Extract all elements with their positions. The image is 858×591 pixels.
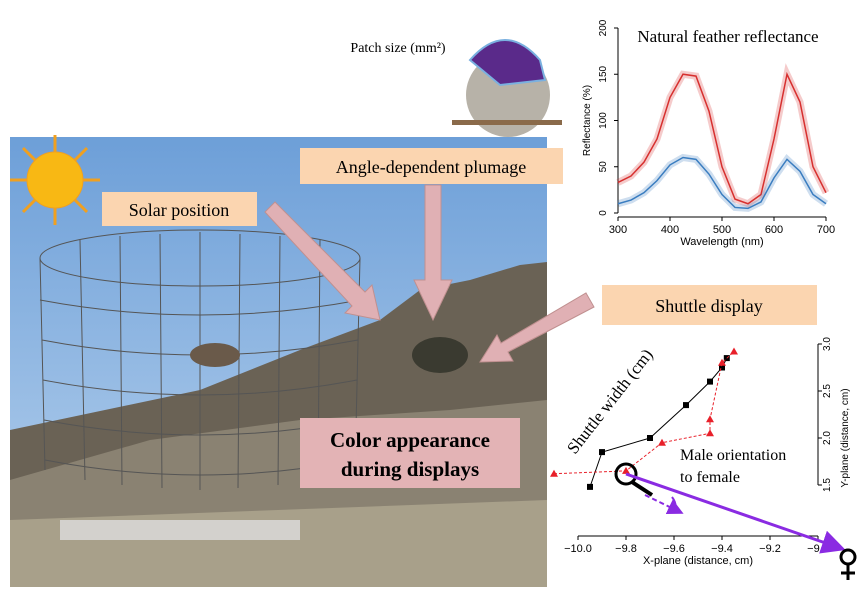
label-box bbox=[102, 192, 257, 226]
label: Color appearance bbox=[330, 428, 490, 452]
point bbox=[647, 435, 653, 441]
photo bbox=[10, 137, 547, 587]
y-tick-label: 3.0 bbox=[822, 337, 833, 351]
x-tick-label: −9.2 bbox=[759, 543, 781, 555]
y-tick-label: 2.5 bbox=[822, 384, 833, 398]
chart-title: Natural feather reflectance bbox=[637, 27, 818, 46]
y-tick-label: 50 bbox=[598, 161, 609, 173]
label: during displays bbox=[341, 457, 479, 481]
reflectance-chart: 300 400 500 600 700 0 50 100 150 200 Wavelength (n… bbox=[582, 19, 835, 248]
line bbox=[617, 156, 827, 210]
point bbox=[550, 469, 558, 477]
x-axis-label: X-plane (distance, cm) bbox=[643, 555, 753, 567]
x-axis-label: Wavelength (nm) bbox=[680, 236, 763, 248]
orientation bbox=[614, 462, 857, 580]
label: Angle-dependent plumage bbox=[336, 157, 526, 177]
y-tick-label: 100 bbox=[598, 112, 609, 129]
point bbox=[719, 364, 725, 371]
point bbox=[706, 429, 714, 437]
y-tick-label: 0 bbox=[598, 210, 609, 216]
label: Solar position bbox=[129, 200, 230, 220]
x-tick-label: −9.4 bbox=[711, 543, 733, 555]
x-tick-label: 500 bbox=[713, 224, 731, 236]
point bbox=[683, 402, 689, 409]
point bbox=[622, 466, 630, 474]
bird-icon bbox=[452, 39, 562, 137]
point bbox=[730, 347, 738, 355]
label-box bbox=[300, 148, 563, 184]
arrows bbox=[264, 184, 595, 363]
point bbox=[587, 483, 593, 490]
y-tick-label: 1.5 bbox=[822, 478, 833, 492]
sun bbox=[10, 135, 100, 225]
label: Shuttle display bbox=[655, 296, 763, 316]
label: to female bbox=[680, 469, 740, 486]
label-box bbox=[602, 285, 817, 325]
x-tick-label: 400 bbox=[661, 224, 679, 236]
y-tick-label: 2.0 bbox=[822, 431, 833, 445]
y-axis-label: Y-plane (distance, cm) bbox=[840, 388, 851, 487]
point bbox=[599, 449, 605, 456]
connector bbox=[589, 357, 728, 488]
label-box bbox=[300, 418, 520, 488]
line bbox=[617, 71, 827, 205]
x-tick-label: 700 bbox=[817, 224, 835, 236]
x-tick-label: −9.6 bbox=[663, 543, 685, 555]
y-tick-label: 200 bbox=[598, 19, 609, 36]
point bbox=[718, 358, 726, 366]
y-axis-label: Reflectance (%) bbox=[582, 85, 593, 156]
point bbox=[706, 415, 714, 423]
point bbox=[658, 438, 666, 446]
label: Male orientation bbox=[680, 447, 786, 464]
x-tick-label: 300 bbox=[609, 224, 627, 236]
x-tick-label: −10.0 bbox=[564, 543, 592, 555]
x-tick-label: 600 bbox=[765, 224, 783, 236]
y-tick-label: 150 bbox=[598, 65, 609, 82]
x-tick-label: −9.8 bbox=[615, 543, 637, 555]
shuttle-chart: −10.0 −9.8 −9.6 −9.4 −9.2 −9.0 1.5 2.0 2.5 3.0 X-p… bbox=[550, 337, 851, 567]
label: Patch size (mm²) bbox=[350, 41, 446, 56]
x-tick-label: −9.0 bbox=[807, 543, 829, 555]
point bbox=[707, 378, 713, 385]
